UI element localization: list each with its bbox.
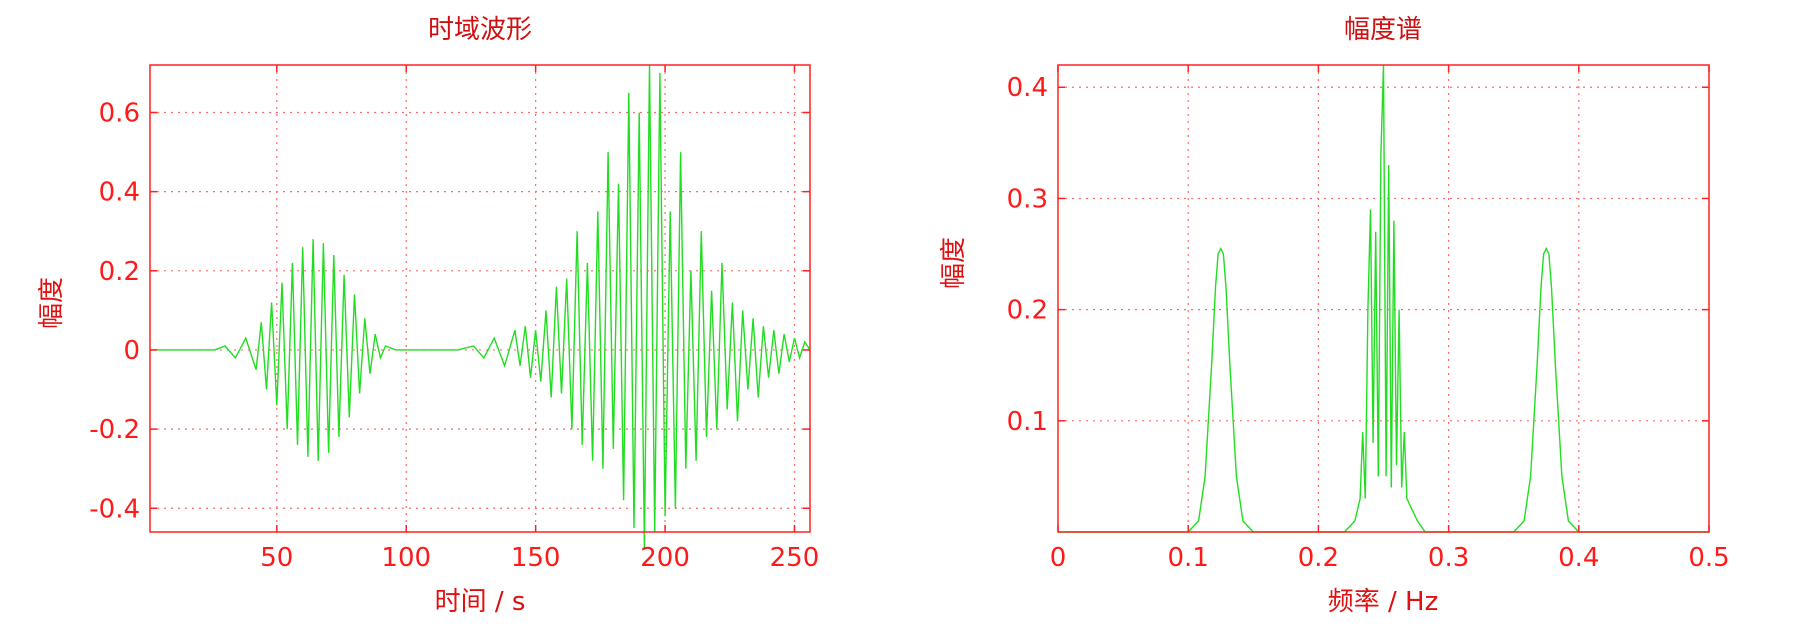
y-tick-label: -0.2 — [89, 415, 140, 445]
y-tick-label: 0.1 — [1007, 407, 1048, 437]
y-tick-label: 0.2 — [99, 257, 140, 287]
x-tick-label: 0.5 — [1688, 543, 1729, 573]
x-tick-label: 50 — [260, 543, 293, 573]
spectrum-series — [1058, 64, 1709, 533]
grid — [1058, 65, 1709, 532]
x-tick-label: 0.4 — [1558, 543, 1599, 573]
x-axis-label: 时间 / s — [435, 587, 526, 617]
grid — [150, 65, 810, 532]
plot-frame — [149, 64, 811, 533]
chart-title: 时域波形 — [428, 15, 532, 45]
ticks: 0 0.1 0.2 0.3 0.4 0.5 0.1 0.2 0.3 0.4 — [1007, 65, 1730, 573]
y-tick-label: 0.6 — [99, 98, 140, 128]
y-tick-label: 0.4 — [1007, 73, 1048, 103]
y-axis-label: 幅度 — [939, 237, 969, 289]
x-tick-label: 250 — [770, 543, 820, 573]
amplitude-spectrum-chart: 幅度谱 0 0.1 0.2 0.3 0.4 0.5 0.1 0.2 0.3 0.4 频率 / Hz… — [939, 15, 1730, 617]
x-tick-label: 0.2 — [1298, 543, 1339, 573]
y-tick-label: 0.3 — [1007, 184, 1048, 214]
x-tick-label: 0 — [1050, 543, 1067, 573]
y-tick-label: 0.4 — [99, 178, 140, 208]
x-tick-label: 200 — [640, 543, 690, 573]
x-axis-label: 频率 / Hz — [1328, 587, 1439, 617]
y-tick-label: 0.2 — [1007, 296, 1048, 326]
x-tick-label: 100 — [381, 543, 431, 573]
plot-frame — [1057, 64, 1710, 533]
waveform-series — [150, 64, 811, 548]
ticks: 50 100 150 200 250 -0.4 -0.2 0 0.2 0.4 0.6 — [89, 65, 819, 573]
time-domain-chart: 时域波形 50 100 150 200 250 -0.4 -0.2 0 0.2 0.4 0.6 时间… — [37, 15, 819, 617]
y-tick-label: -0.4 — [89, 494, 140, 524]
y-axis-label: 幅度 — [37, 277, 67, 329]
x-tick-label: 0.1 — [1168, 543, 1209, 573]
x-tick-label: 150 — [511, 543, 561, 573]
x-tick-label: 0.3 — [1428, 543, 1469, 573]
y-tick-label: 0 — [123, 336, 140, 366]
chart-title: 幅度谱 — [1344, 15, 1422, 45]
